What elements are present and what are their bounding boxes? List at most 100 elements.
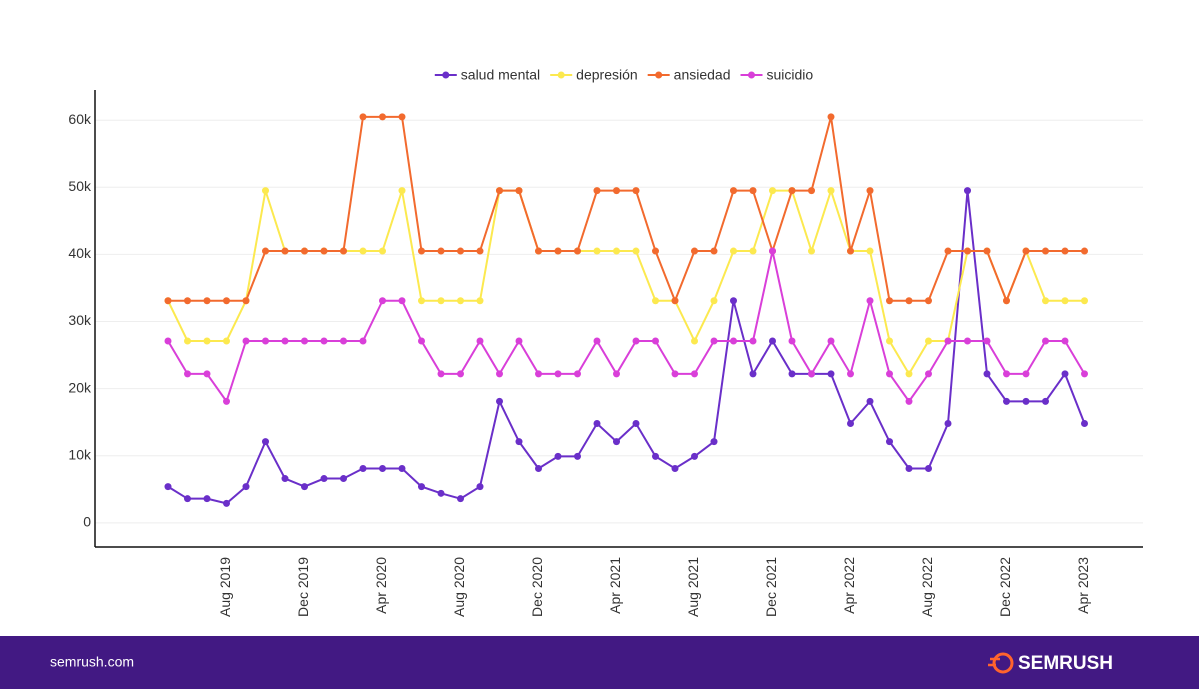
data-point: [242, 337, 250, 345]
x-tick-label: Aug 2019: [217, 557, 233, 617]
brand-logo: [988, 652, 1014, 674]
data-point: [925, 370, 932, 378]
data-point: [613, 438, 620, 446]
data-point: [827, 187, 835, 195]
data-point: [301, 337, 308, 345]
data-point: [398, 464, 406, 472]
data-point: [847, 420, 854, 428]
data-point: [1061, 370, 1069, 378]
data-point: [964, 187, 971, 195]
data-point: [301, 483, 308, 491]
data-point: [691, 337, 698, 345]
data-point: [905, 370, 913, 378]
series-line: [168, 115, 1085, 304]
x-tick-label: Apr 2021: [607, 557, 623, 614]
data-point: [1061, 297, 1069, 305]
data-point: [593, 337, 601, 345]
data-point: [769, 247, 776, 255]
data-point: [671, 297, 679, 305]
data-point: [223, 499, 230, 507]
data-point: [925, 337, 932, 345]
data-point: [905, 464, 913, 472]
legend-label: salud mental: [461, 67, 540, 83]
data-point: [632, 187, 640, 195]
data-point: [535, 464, 542, 472]
data-point: [1042, 337, 1049, 345]
footer-bar: [0, 636, 1199, 689]
x-tick-label: Aug 2021: [685, 557, 701, 617]
x-tick-label: Dec 2020: [529, 557, 545, 617]
data-point: [515, 337, 523, 345]
y-tick-label: 50k: [68, 178, 92, 194]
data-point: [652, 452, 659, 460]
data-point: [574, 370, 581, 378]
data-point: [496, 397, 503, 405]
data-point: [476, 337, 484, 345]
data-point: [1042, 247, 1049, 255]
data-point: [866, 397, 874, 405]
data-point: [457, 297, 464, 305]
data-point: [827, 337, 835, 345]
data-point: [632, 337, 640, 345]
data-point: [535, 247, 542, 255]
data-point: [281, 475, 289, 483]
data-point: [710, 247, 718, 255]
data-point: [632, 247, 640, 255]
data-point: [866, 247, 874, 255]
data-point: [1081, 370, 1088, 378]
data-point: [1061, 247, 1069, 255]
series-line: [167, 250, 1086, 404]
data-point: [281, 247, 289, 255]
data-point: [164, 483, 172, 491]
data-point: [262, 438, 269, 446]
data-point: [944, 247, 952, 255]
data-point: [886, 337, 893, 345]
data-point: [808, 187, 815, 195]
data-point: [1042, 297, 1049, 305]
data-point: [827, 113, 835, 121]
data-point: [691, 452, 698, 460]
data-point: [983, 337, 991, 345]
data-point: [262, 187, 269, 195]
data-point: [983, 370, 991, 378]
data-point: [281, 337, 289, 345]
data-point: [203, 297, 211, 305]
data-point: [1003, 297, 1010, 305]
data-point: [223, 397, 230, 405]
data-point: [730, 337, 737, 345]
data-point: [749, 370, 757, 378]
data-point: [242, 297, 250, 305]
data-point: [1003, 370, 1010, 378]
data-point: [437, 297, 445, 305]
data-point: [476, 483, 484, 491]
data-point: [320, 247, 328, 255]
data-point: [593, 187, 601, 195]
data-point: [788, 370, 796, 378]
y-tick-label: 40k: [68, 245, 92, 261]
y-tick-label: 0: [83, 514, 91, 530]
legend-label: depresión: [576, 67, 638, 83]
data-point: [886, 297, 893, 305]
data-point: [847, 370, 854, 378]
data-point: [905, 397, 913, 405]
data-point: [457, 370, 464, 378]
data-point: [652, 337, 659, 345]
data-point: [262, 247, 269, 255]
data-point: [808, 247, 815, 255]
data-point: [866, 187, 874, 195]
y-tick-label: 20k: [68, 379, 92, 395]
data-point: [574, 247, 581, 255]
data-point: [379, 247, 386, 255]
data-point: [788, 187, 796, 195]
data-point: [379, 113, 386, 121]
data-point: [574, 452, 581, 460]
data-point: [554, 247, 562, 255]
y-tick-label: 10k: [68, 446, 92, 462]
data-point: [223, 337, 230, 345]
legend: salud mental depresión ansiedad suicidio: [434, 67, 813, 83]
data-point: [632, 420, 640, 428]
data-point: [320, 337, 328, 345]
data-point: [301, 247, 308, 255]
data-point: [359, 464, 367, 472]
data-point: [476, 247, 484, 255]
